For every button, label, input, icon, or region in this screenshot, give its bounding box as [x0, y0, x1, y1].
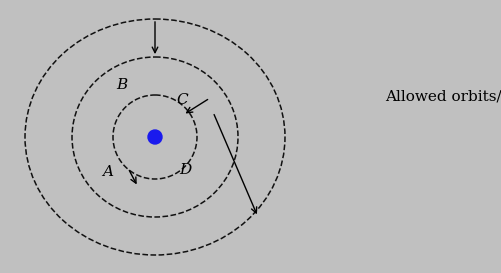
- Circle shape: [148, 130, 162, 144]
- Text: C: C: [176, 93, 188, 107]
- Text: B: B: [116, 78, 128, 92]
- Text: A: A: [103, 165, 114, 179]
- Text: D: D: [179, 163, 191, 177]
- Text: Allowed orbits/energy levels: Allowed orbits/energy levels: [385, 90, 501, 104]
